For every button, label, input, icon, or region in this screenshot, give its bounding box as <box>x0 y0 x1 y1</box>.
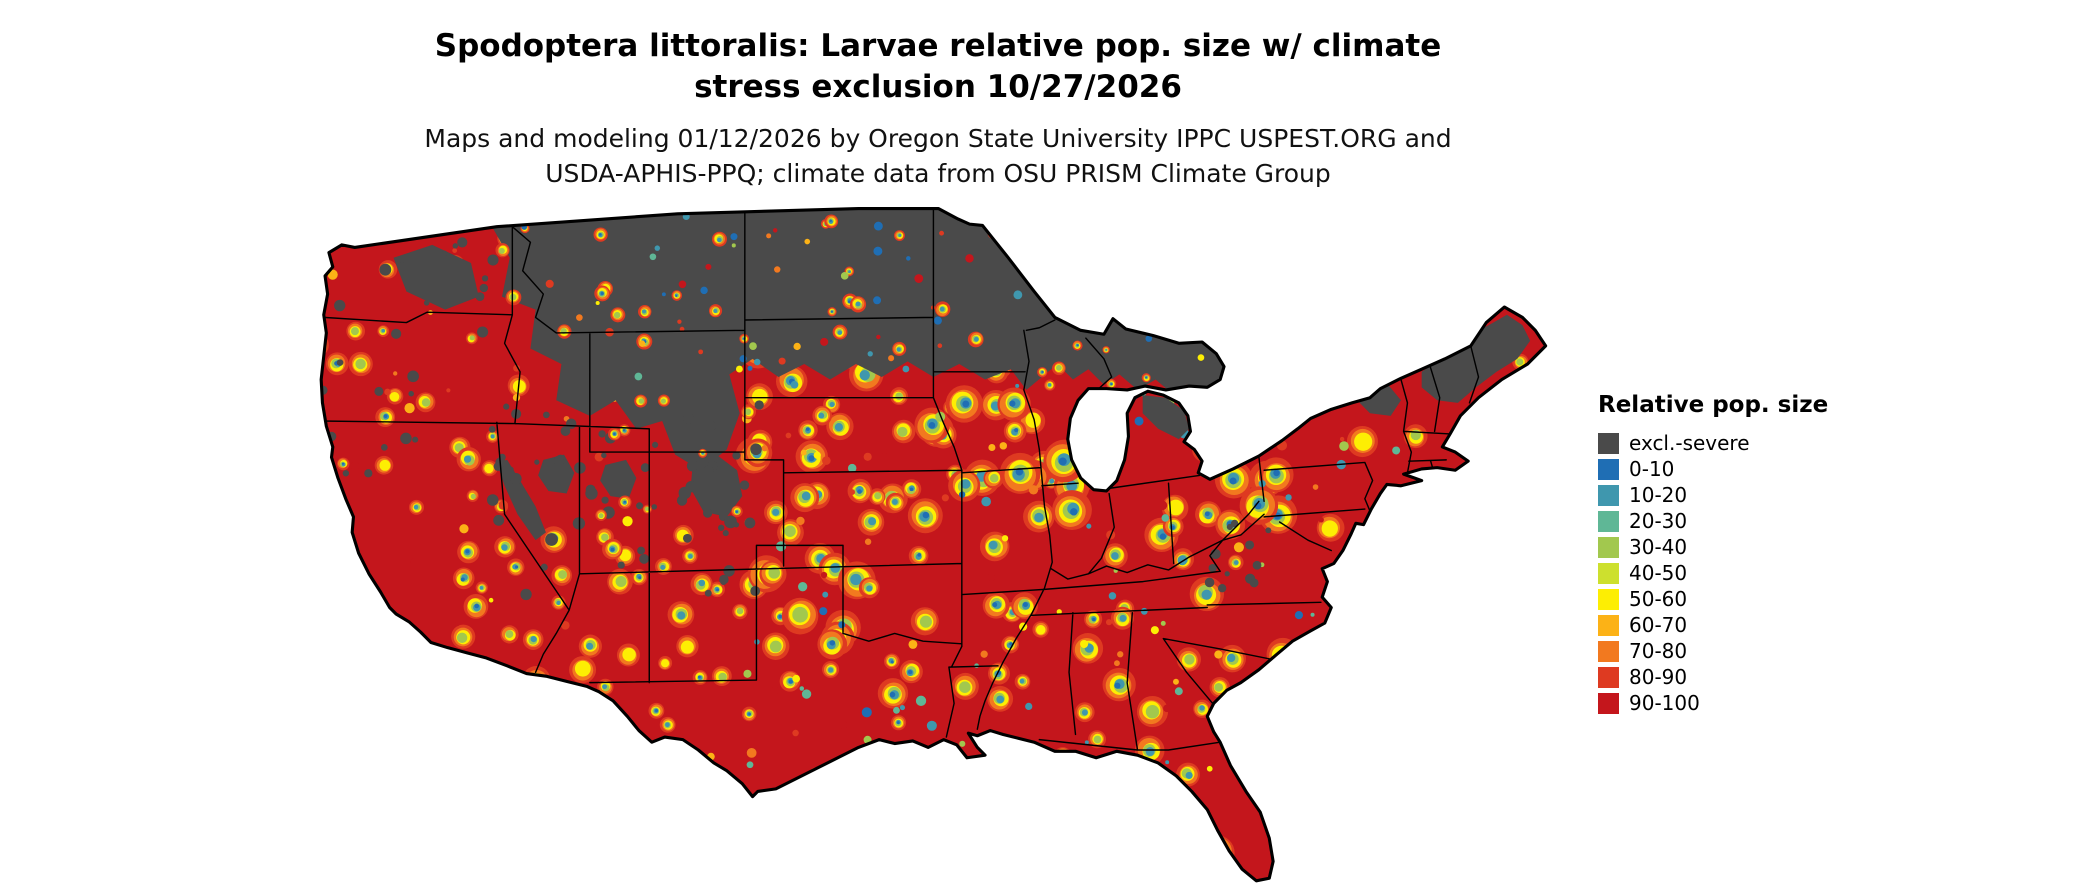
legend-swatch <box>1598 692 1619 714</box>
legend-label: 90-100 <box>1629 691 1700 715</box>
state-borders <box>321 208 1480 751</box>
legend-items: excl.-severe 0-10 10-20 20-30 30-40 40-50 50-6… <box>1598 430 1858 716</box>
legend-label: 60-70 <box>1629 613 1688 637</box>
legend-swatch <box>1598 614 1619 636</box>
figure-title-line2: stress exclusion 10/27/2026 <box>694 68 1182 105</box>
legend-label: 30-40 <box>1629 535 1688 559</box>
legend-item: excl.-severe <box>1598 430 1858 456</box>
legend-title: Relative pop. size <box>1598 392 1829 418</box>
legend-label: 50-60 <box>1629 587 1688 611</box>
legend-swatch <box>1598 432 1619 454</box>
legend-swatch <box>1598 458 1619 480</box>
legend-item: 20-30 <box>1598 508 1858 534</box>
us-risk-map <box>316 206 1556 886</box>
us-risk-map-svg <box>319 207 1548 883</box>
legend-swatch <box>1598 588 1619 610</box>
map-legend: Relative pop. size excl.-severe 0-10 10-20… <box>1598 392 1858 716</box>
figure-subtitle: Maps and modeling 01/12/2026 by Oregon S… <box>0 122 1876 191</box>
legend-swatch <box>1598 510 1619 532</box>
legend-item: 10-20 <box>1598 482 1858 508</box>
legend-item: 0-10 <box>1598 456 1858 482</box>
legend-item: 50-60 <box>1598 586 1858 612</box>
legend-swatch <box>1598 484 1619 506</box>
legend-item: 80-90 <box>1598 664 1858 690</box>
legend-item: 30-40 <box>1598 534 1858 560</box>
legend-label: excl.-severe <box>1629 431 1750 455</box>
legend-label: 10-20 <box>1629 483 1688 507</box>
legend-item: 90-100 <box>1598 690 1858 716</box>
figure-subtitle-line2: USDA-APHIS-PPQ; climate data from OSU PR… <box>545 158 1331 188</box>
legend-item: 40-50 <box>1598 560 1858 586</box>
figure-title: Spodoptera littoralis: Larvae relative p… <box>0 26 1876 108</box>
legend-item: 70-80 <box>1598 638 1858 664</box>
map-raster-layer <box>321 208 1546 881</box>
legend-swatch <box>1598 536 1619 558</box>
legend-label: 20-30 <box>1629 509 1688 533</box>
legend-label: 70-80 <box>1629 639 1688 663</box>
legend-swatch <box>1598 562 1619 584</box>
us-outline <box>319 207 1548 883</box>
figure-subtitle-line1: Maps and modeling 01/12/2026 by Oregon S… <box>424 124 1452 153</box>
legend-label: 0-10 <box>1629 457 1675 481</box>
legend-item: 60-70 <box>1598 612 1858 638</box>
legend-swatch <box>1598 666 1619 688</box>
legend-label: 40-50 <box>1629 561 1688 585</box>
legend-swatch <box>1598 640 1619 662</box>
figure-title-line1: Spodoptera littoralis: Larvae relative p… <box>434 28 1442 64</box>
legend-label: 80-90 <box>1629 665 1688 689</box>
